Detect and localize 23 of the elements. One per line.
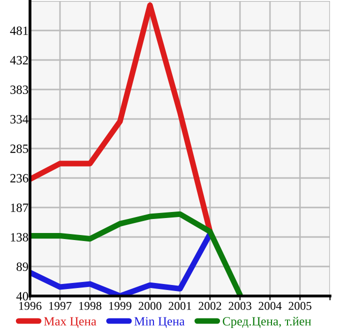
x-tick-label: 1998	[79, 302, 102, 310]
y-tick-label: 89	[16, 262, 28, 271]
legend-label: Max Цена	[44, 317, 96, 328]
x-tick-label: 1996	[19, 302, 42, 310]
y-tick-label: 481	[10, 26, 28, 35]
y-tick-label: 383	[10, 86, 28, 94]
x-tick-label: 1999	[109, 302, 132, 310]
x-tick-label: 2002	[198, 302, 222, 310]
x-tick-label: 2001	[168, 302, 192, 310]
y-tick-label: 432	[10, 56, 28, 64]
x-tick-label: 2004	[258, 302, 282, 310]
x-tick-label: 2003	[228, 302, 252, 310]
y-tick-label: 334	[10, 115, 28, 124]
x-tick-label: 2005	[288, 302, 312, 310]
legend-label: Min Цена	[134, 317, 185, 328]
x-tick-label: 2000	[138, 302, 162, 310]
y-tick-label: 40	[16, 292, 28, 300]
legend-label: Сред.Цена, т.йен	[222, 316, 312, 328]
y-tick-label: 138	[10, 233, 28, 242]
y-tick-label: 187	[10, 204, 28, 212]
y-tick-label: 285	[10, 144, 28, 153]
x-tick-label: 1997	[49, 302, 72, 310]
y-tick-label: 236	[10, 174, 28, 182]
